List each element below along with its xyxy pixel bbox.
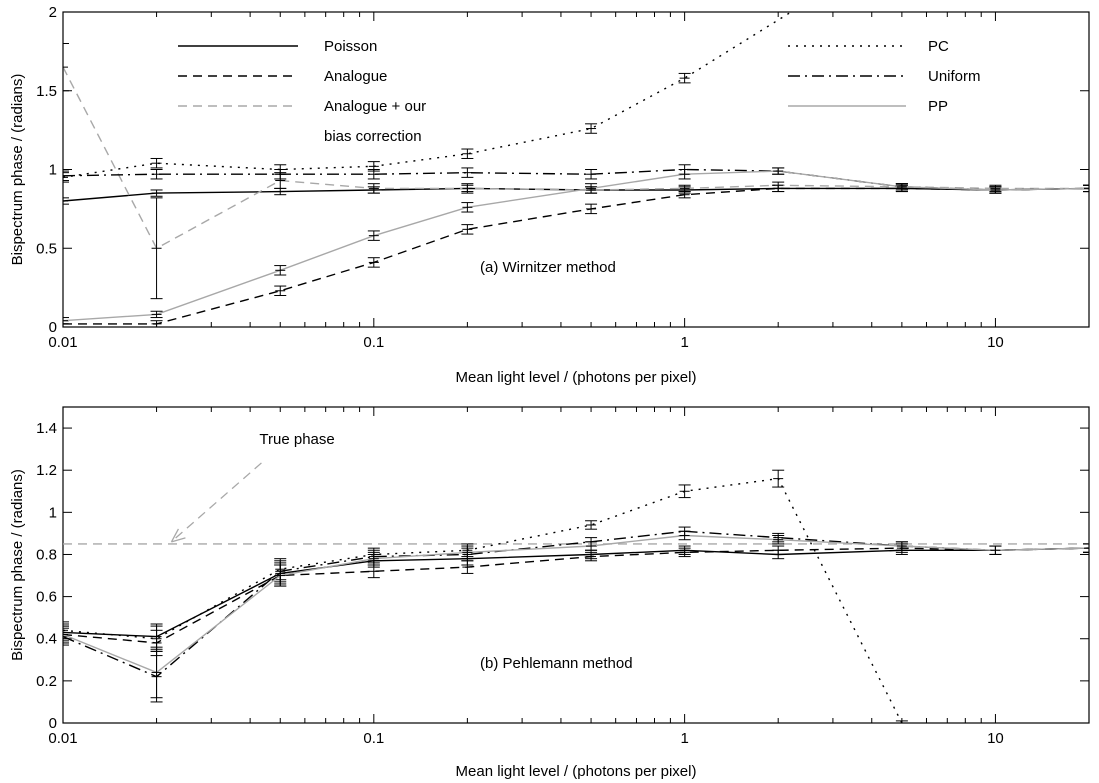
true-phase-arrowhead bbox=[170, 528, 186, 543]
y-tick-label: 1.4 bbox=[36, 420, 57, 437]
true-phase-arrow bbox=[173, 462, 262, 541]
y-tick-label: 1 bbox=[49, 504, 57, 521]
plot-area bbox=[63, 469, 1089, 723]
y-tick-label: 1 bbox=[49, 162, 57, 179]
y-tick-label: 2 bbox=[49, 4, 57, 21]
x-tick-label: 0.01 bbox=[48, 334, 77, 351]
plot-frame bbox=[62, 11, 1090, 328]
panel-label: (b) Pehlemann method bbox=[480, 655, 633, 672]
legend-label: Poisson bbox=[324, 38, 377, 55]
series-line bbox=[63, 168, 1089, 191]
y-tick-label: 0.8 bbox=[36, 546, 57, 563]
y-tick-label: 0 bbox=[49, 715, 57, 732]
legend-label: Analogue bbox=[324, 68, 387, 85]
panel-b: 0.01 0.1 1 10 0 0.2 0.4 0.6 0.8 1 1.2 1.4 Mean light… bbox=[9, 406, 1090, 780]
y-axis-label: Bispectrum phase / (radians) bbox=[9, 469, 26, 661]
series-line bbox=[63, 477, 903, 723]
legend: Poisson Analogue Analogue + our bias correc… bbox=[178, 38, 981, 145]
x-tick-label: 1 bbox=[680, 730, 688, 747]
x-tick-label: 0.01 bbox=[48, 730, 77, 747]
series-line bbox=[63, 534, 1089, 674]
y-tick-label: 0.4 bbox=[36, 631, 57, 648]
series-line bbox=[63, 547, 1089, 638]
panel-label: (a) Wirnitzer method bbox=[480, 259, 616, 276]
series-uniform bbox=[63, 526, 1089, 703]
x-tick-label: 10 bbox=[987, 334, 1004, 351]
series-analogue bbox=[63, 184, 1089, 327]
legend-label: Analogue + our bbox=[324, 98, 426, 115]
x-axis-label: Mean light level / (photons per pixel) bbox=[456, 369, 697, 386]
series-line bbox=[63, 187, 1089, 325]
y-tick-label: 0 bbox=[49, 319, 57, 336]
y-tick-label: 1.5 bbox=[36, 83, 57, 100]
series-poisson bbox=[63, 543, 1089, 650]
y-tick-label: 0.2 bbox=[36, 673, 57, 690]
true-phase-label: True phase bbox=[259, 431, 334, 448]
series-pp bbox=[63, 167, 1089, 325]
series-line bbox=[63, 12, 792, 179]
y-tick-label: 1.2 bbox=[36, 462, 57, 479]
x-tick-label: 10 bbox=[987, 730, 1004, 747]
legend-label: Uniform bbox=[928, 68, 981, 85]
series-analogue bbox=[63, 543, 1089, 657]
series-pp bbox=[63, 530, 1089, 699]
legend-label: PP bbox=[928, 98, 948, 115]
panel-a: 0.01 0.1 1 10 0 0.5 1 1.5 2 Mean light level / (p… bbox=[9, 4, 1090, 386]
series-pc bbox=[63, 469, 908, 723]
legend-label: bias correction bbox=[324, 128, 422, 145]
series-line bbox=[63, 547, 1089, 644]
x-tick-label: 0.1 bbox=[363, 334, 384, 351]
series-line bbox=[63, 66, 1089, 250]
series-pc bbox=[63, 12, 797, 183]
plot-area bbox=[63, 12, 1089, 327]
y-axis-label: Bispectrum phase / (radians) bbox=[9, 74, 26, 266]
x-tick-label: 1 bbox=[680, 334, 688, 351]
y-tick-label: 0.5 bbox=[36, 240, 57, 257]
y-tick-label: 0.6 bbox=[36, 589, 57, 606]
series-line bbox=[63, 170, 1089, 322]
legend-label: PC bbox=[928, 38, 949, 55]
x-axis-label: Mean light level / (photons per pixel) bbox=[456, 763, 697, 780]
x-tick-label: 0.1 bbox=[363, 730, 384, 747]
plot-frame bbox=[62, 406, 1090, 724]
